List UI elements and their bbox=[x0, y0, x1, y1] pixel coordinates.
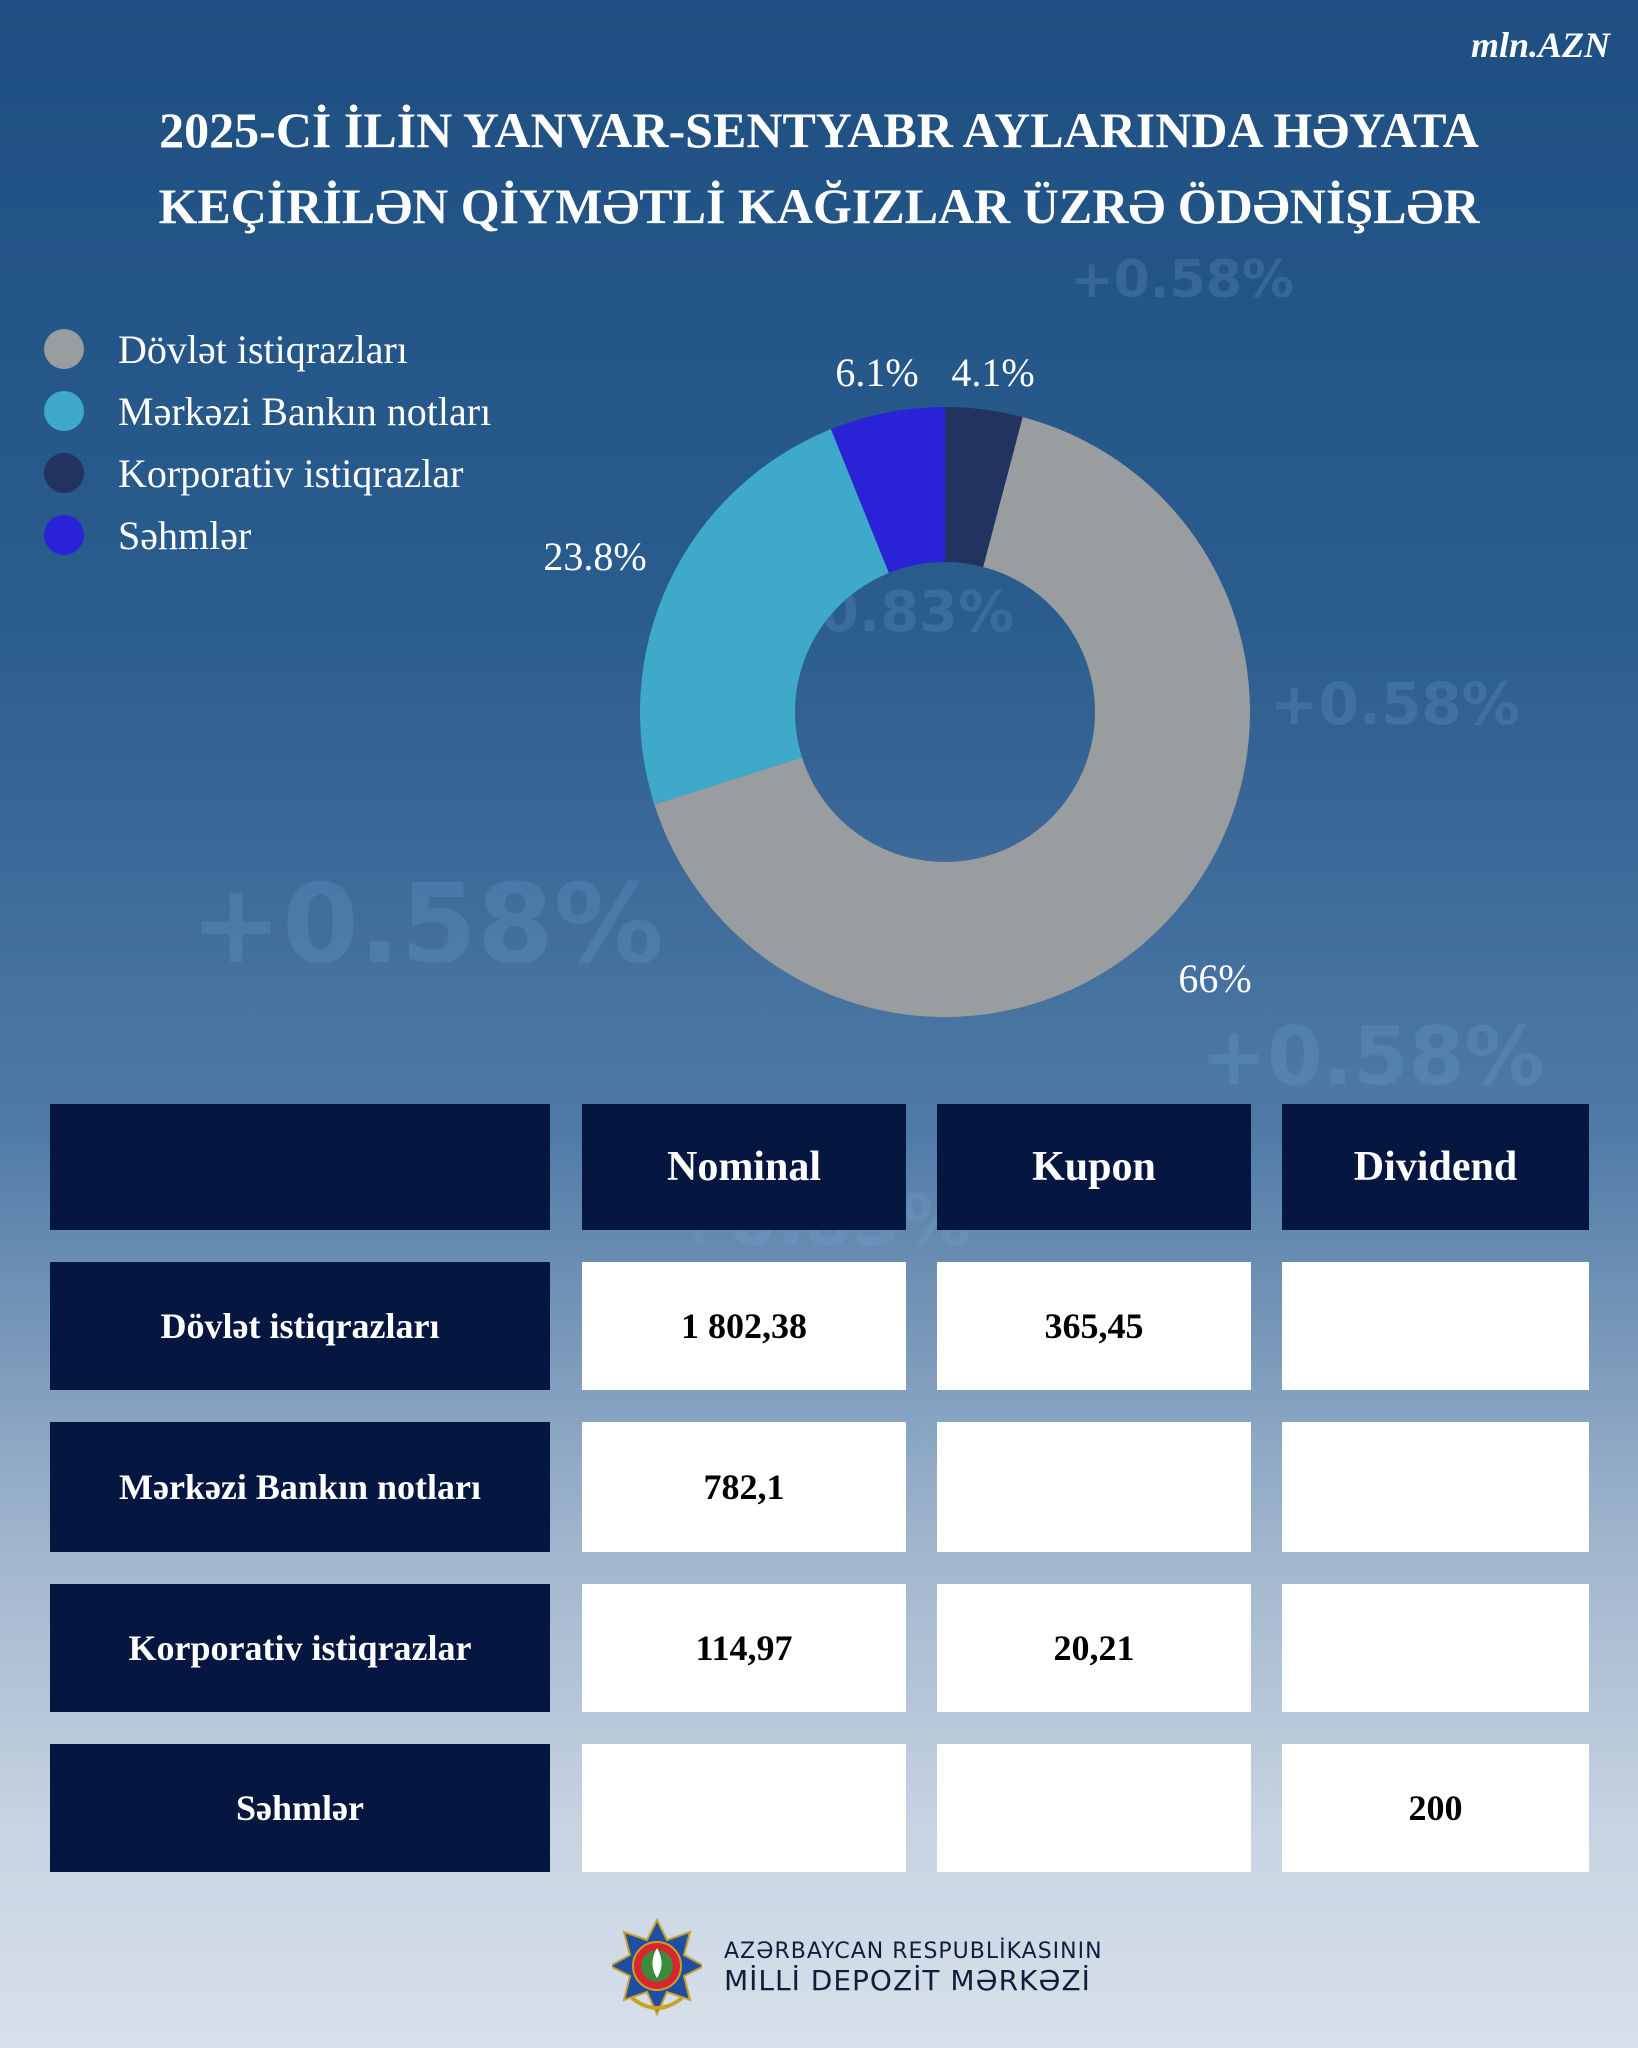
donut-slice bbox=[654, 417, 1251, 1018]
legend-swatch bbox=[44, 329, 84, 369]
table-cell-nominal bbox=[582, 1744, 906, 1872]
national-emblem-icon bbox=[612, 1918, 702, 2017]
legend-item: Dövlət istiqrazları bbox=[44, 318, 491, 380]
donut-slice bbox=[945, 407, 1023, 567]
table-cell-kupon bbox=[937, 1422, 1251, 1552]
legend-label: Korporativ istiqrazlar bbox=[118, 450, 464, 496]
table-header-kupon: Kupon bbox=[937, 1104, 1251, 1230]
footer-line-1: AZƏRBAYCAN RESPUBLİKASININ bbox=[724, 1939, 1103, 1964]
table-row-label: Mərkəzi Bankın notları bbox=[50, 1422, 550, 1552]
donut-slice bbox=[640, 429, 889, 805]
slice-data-label: 4.1% bbox=[951, 350, 1034, 395]
table-cell-kupon: 365,45 bbox=[937, 1262, 1251, 1390]
legend-label: Səhmlər bbox=[118, 512, 252, 558]
table-row-label: Səhmlər bbox=[50, 1744, 550, 1872]
legend-label: Dövlət istiqrazları bbox=[118, 326, 408, 372]
unit-label: mln.AZN bbox=[1470, 25, 1610, 65]
table-cell-dividend bbox=[1282, 1584, 1589, 1712]
legend-swatch bbox=[44, 515, 84, 555]
table-header-nominal: Nominal bbox=[582, 1104, 906, 1230]
table-cell-nominal: 1 802,38 bbox=[582, 1262, 906, 1390]
legend-swatch bbox=[44, 391, 84, 431]
table-cell-dividend: 200 bbox=[1282, 1744, 1589, 1872]
title-line-1: 2025-Cİ İLİN YANVAR-SENTYABR AYLARINDA H… bbox=[159, 102, 1479, 158]
donut-chart: 66% 23.8% 4.1% 6.1% bbox=[543, 350, 1251, 1018]
footer-text: AZƏRBAYCAN RESPUBLİKASININ MİLLİ DEPOZİT… bbox=[724, 1939, 1103, 1997]
slice-data-label: 66% bbox=[1178, 956, 1251, 1001]
slice-data-label: 6.1% bbox=[835, 350, 918, 395]
table-cell-nominal: 114,97 bbox=[582, 1584, 906, 1712]
table-cell-dividend bbox=[1282, 1422, 1589, 1552]
table-cell-kupon: 20,21 bbox=[937, 1584, 1251, 1712]
legend-item: Mərkəzi Bankın notları bbox=[44, 380, 491, 442]
footer-line-2: MİLLİ DEPOZİT MƏRKƏZİ bbox=[724, 1964, 1091, 1997]
legend-item: Səhmlər bbox=[44, 504, 491, 566]
table-row-label: Dövlət istiqrazları bbox=[50, 1262, 550, 1390]
table-cell-dividend bbox=[1282, 1262, 1589, 1390]
page-title: 2025-Cİ İLİN YANVAR-SENTYABR AYLARINDA H… bbox=[60, 92, 1578, 244]
legend-swatch bbox=[44, 453, 84, 493]
title-line-2: KEÇİRİLƏN QİYMƏTLİ KAĞIZLAR ÜZRƏ ÖDƏNİŞL… bbox=[158, 178, 1480, 234]
slice-data-label: 23.8% bbox=[543, 534, 646, 579]
legend-item: Korporativ istiqrazlar bbox=[44, 442, 491, 504]
footer: AZƏRBAYCAN RESPUBLİKASININ MİLLİ DEPOZİT… bbox=[612, 1918, 1103, 2018]
table-header-corner bbox=[50, 1104, 550, 1230]
table-header-dividend: Dividend bbox=[1282, 1104, 1589, 1230]
chart-legend: Dövlət istiqrazları Mərkəzi Bankın notla… bbox=[44, 318, 491, 566]
legend-label: Mərkəzi Bankın notları bbox=[118, 388, 492, 434]
table-cell-nominal: 782,1 bbox=[582, 1422, 906, 1552]
donut-slice bbox=[830, 407, 945, 573]
table-cell-kupon bbox=[937, 1744, 1251, 1872]
table-row-label: Korporativ istiqrazlar bbox=[50, 1584, 550, 1712]
